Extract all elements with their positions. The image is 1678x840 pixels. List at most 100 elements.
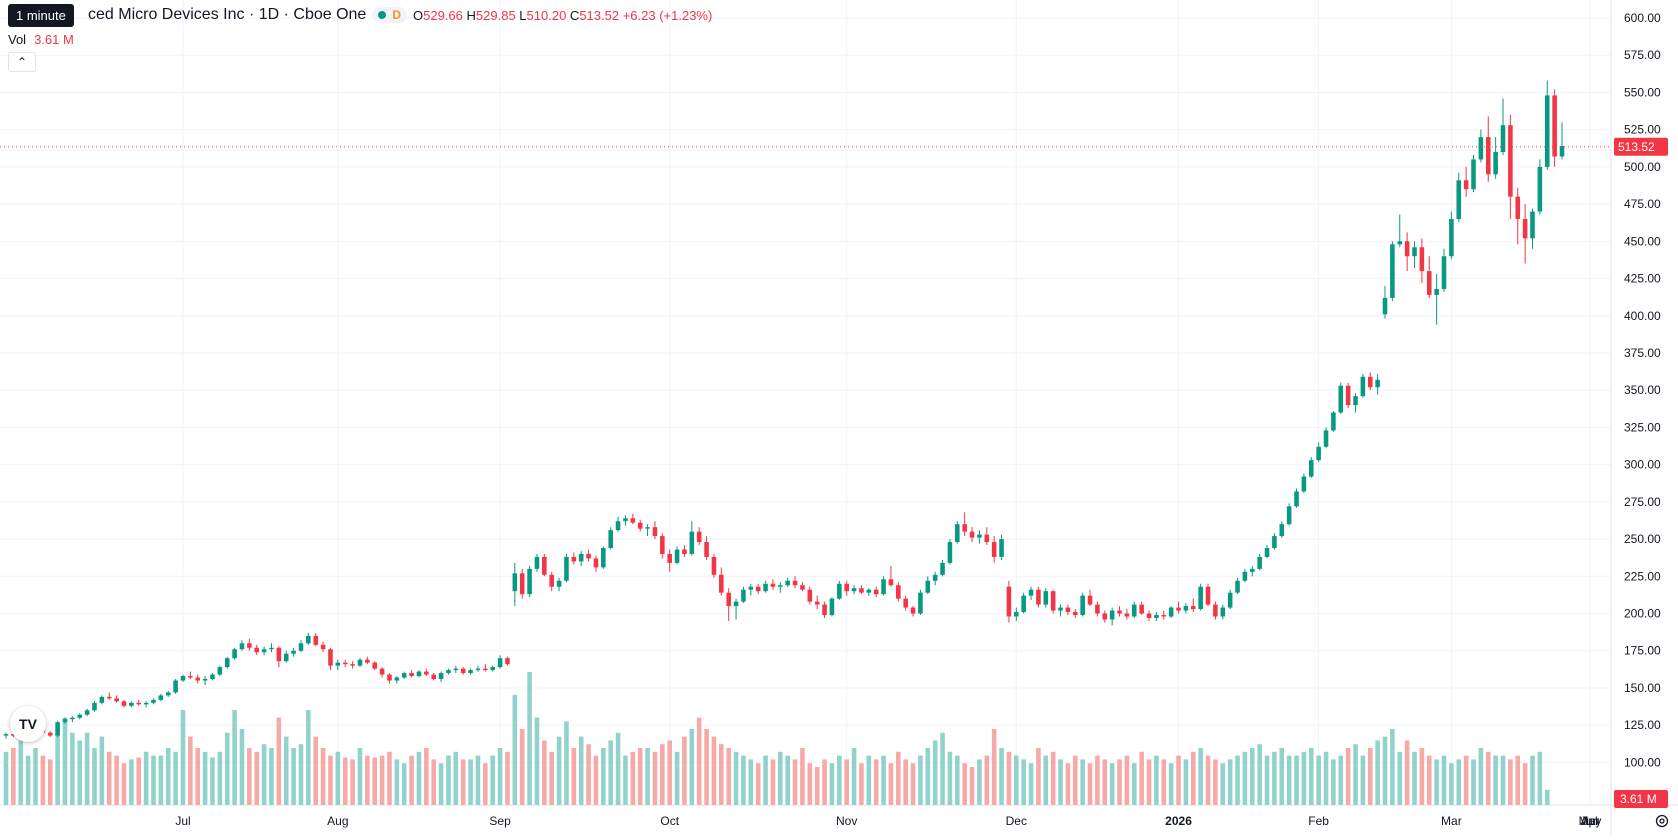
candle-body — [1220, 607, 1226, 617]
candle-body — [719, 574, 724, 593]
candle-body — [188, 676, 193, 678]
volume-bar — [969, 767, 975, 805]
volume-bar — [1382, 736, 1388, 805]
candle-body — [173, 680, 178, 693]
candle-body — [1227, 592, 1233, 608]
x-tick-label: 2026 — [1165, 814, 1192, 828]
x-tick-label: May — [1579, 814, 1602, 828]
y-axis[interactable]: 600.00 575.00 550.00 525.00 500.00 475.00 450.… — [1624, 11, 1661, 769]
open-label: O — [413, 7, 424, 23]
candle-body — [542, 556, 547, 575]
volume-bar — [446, 755, 451, 805]
volume-bar — [1168, 763, 1174, 805]
volume-bar — [431, 759, 437, 805]
volume-bar — [3, 751, 9, 805]
candle-body — [726, 592, 731, 607]
volume-bar — [623, 755, 628, 805]
volume-bar — [47, 759, 53, 805]
candle-body — [1397, 241, 1403, 245]
candle-body — [239, 643, 245, 650]
volume-bar — [1360, 755, 1366, 805]
candle-body — [512, 573, 518, 592]
price-line: 513.52 3.61 M — [0, 137, 1668, 808]
volume-bar — [778, 751, 783, 805]
volume-bar — [608, 740, 613, 805]
candle-body — [1176, 607, 1181, 611]
symbol-title[interactable]: ced Micro Devices Inc · 1D · Cboe One — [88, 6, 367, 23]
candle-body — [1168, 607, 1174, 617]
candle-body — [276, 647, 282, 662]
volume-bar — [542, 740, 547, 805]
candle-body — [1316, 446, 1321, 461]
candle-body — [1345, 385, 1351, 406]
volume-bar — [298, 744, 304, 805]
volume-bar — [696, 717, 702, 805]
candle-body — [1308, 460, 1314, 477]
gear-icon[interactable] — [1654, 813, 1670, 829]
volume-bar — [1205, 755, 1211, 805]
volume-bar — [1390, 729, 1395, 805]
candle-body — [70, 717, 75, 720]
high-label: H — [466, 7, 476, 23]
volume-bar — [851, 748, 857, 805]
change-value: +6.23 (+1.23%) — [622, 7, 713, 23]
candle-body — [763, 583, 768, 592]
volume-bar — [800, 748, 805, 805]
volume-bar — [195, 748, 201, 805]
volume-bar — [519, 729, 525, 805]
volume-bar — [1493, 755, 1498, 805]
chevron-up-icon: ⌃ — [16, 55, 28, 69]
candle-body — [446, 670, 451, 674]
volume-bar — [999, 748, 1004, 805]
candle-body — [1552, 95, 1557, 157]
volume-bar — [534, 717, 540, 805]
candle-body — [505, 658, 510, 665]
candle-body — [1050, 591, 1056, 611]
volume-bar — [158, 755, 164, 805]
candle-body — [741, 589, 746, 602]
volume-bar — [121, 763, 127, 805]
volume-bar — [1154, 755, 1159, 805]
volume-axis-label: 3.61 M — [1620, 792, 1657, 806]
x-tick-label: Jul — [1582, 814, 1597, 828]
volume-bar — [25, 755, 31, 805]
candle-body — [844, 583, 849, 592]
volume-value: 3.61 M — [34, 32, 74, 47]
candle-body — [283, 653, 289, 662]
candle-body — [660, 536, 665, 554]
candle-body — [711, 556, 717, 575]
volume-bar — [180, 710, 186, 805]
candle-body — [1205, 586, 1211, 605]
volume-bar — [1508, 759, 1513, 805]
collapse-legend-button[interactable]: ⌃ — [8, 52, 36, 72]
x-tick-label: Oct — [660, 814, 679, 828]
volume-bar — [11, 748, 16, 805]
volume-bar — [1124, 755, 1130, 805]
candle-body — [1146, 613, 1152, 618]
volume-bar — [1065, 763, 1071, 805]
volume-bar — [40, 755, 46, 805]
y-tick-label: 550.00 — [1624, 85, 1661, 99]
volume-bar — [143, 751, 149, 805]
volume-label: Vol — [8, 32, 27, 47]
candle-body — [1073, 612, 1078, 616]
x-tick-label: Mar — [1441, 814, 1462, 828]
volume-bar — [1345, 748, 1351, 805]
market-status[interactable]: D — [372, 7, 407, 23]
volume-bar — [1058, 759, 1063, 805]
candle-body — [800, 585, 805, 590]
candle-body — [232, 649, 237, 659]
candle-body — [497, 658, 503, 668]
candle-body — [92, 702, 97, 711]
candle-body — [483, 668, 488, 671]
candle-body — [106, 696, 112, 699]
tradingview-logo-icon[interactable]: TV — [10, 706, 46, 742]
volume-bar — [77, 740, 83, 805]
ohlc-values: O529.66 H529.85 L510.20 C513.52 +6.23 (+… — [413, 8, 712, 23]
volume-bar — [733, 751, 739, 805]
volume-bar — [962, 763, 967, 805]
candle-body — [652, 527, 658, 537]
